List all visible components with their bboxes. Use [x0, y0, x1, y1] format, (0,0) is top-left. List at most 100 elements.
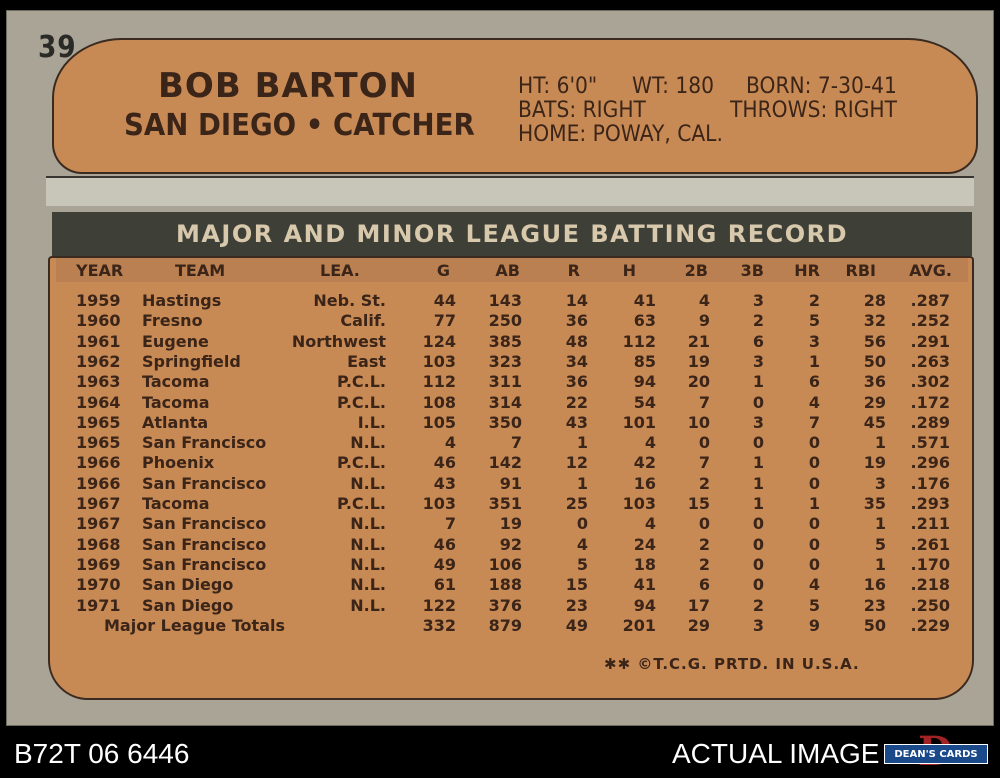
table-cell: 4: [444, 433, 456, 453]
table-cell: 1: [752, 473, 764, 493]
table-cell: 1: [808, 351, 820, 371]
table-row-team: Atlanta: [142, 412, 209, 432]
table-cell: 5: [808, 311, 820, 331]
table-cell: 0: [808, 473, 820, 493]
table-cell: 142: [488, 453, 522, 473]
table-cell: 63: [633, 311, 656, 331]
table-cell: 311: [488, 372, 522, 392]
table-cell: 143: [488, 291, 522, 310]
table-cell: 1: [752, 453, 764, 473]
table-cell: 41: [633, 575, 656, 595]
table-cell: 3: [808, 331, 820, 351]
table-cell: 14: [565, 291, 588, 310]
table-cell: 112: [422, 372, 456, 392]
table-cell: 105: [422, 412, 456, 432]
table-cell: 101: [622, 412, 656, 432]
table-cell: 45: [863, 412, 886, 432]
table-row-year: 1959: [76, 291, 121, 310]
table-row-team: Springfield: [142, 351, 241, 371]
totals-cell: 29: [687, 615, 710, 635]
table-cell: 20: [687, 372, 710, 392]
table-cell: P.C.L.: [337, 453, 386, 473]
table-cell: 112: [622, 331, 656, 351]
table-cell: 0: [752, 554, 764, 574]
table-cell: 2: [698, 473, 710, 493]
table-cell: 61: [433, 575, 456, 595]
table-cell: 19: [863, 453, 886, 473]
table-cell: 41: [633, 291, 656, 310]
table-row-team: San Francisco: [142, 534, 267, 554]
table-cell: 1: [576, 473, 588, 493]
copyright-note: ✱✱ ©T.C.G. PRTD. IN U.S.A.: [604, 655, 860, 673]
table-cell: .302: [910, 372, 950, 392]
table-cell: 103: [422, 351, 456, 371]
table-row-team: Phoenix: [142, 453, 215, 473]
record-title: MAJOR AND MINOR LEAGUE BATTING RECORD: [175, 220, 849, 248]
table-cell: 35: [863, 494, 886, 513]
table-cell: .291: [910, 331, 950, 351]
table-cell: 15: [565, 575, 588, 595]
table-cell: .289: [910, 412, 950, 432]
table-cell: 43: [433, 473, 456, 493]
table-cell: 0: [808, 514, 820, 534]
table-cell: 22: [565, 392, 588, 412]
table-row-year: 1969: [76, 554, 121, 574]
column-header-rbi: RBI: [845, 261, 876, 280]
team-name: SAN DIEGO: [124, 108, 297, 143]
table-cell: P.C.L.: [337, 392, 386, 412]
table-cell: 0: [698, 514, 710, 534]
table-cell: 2: [808, 291, 820, 310]
table-cell: 1: [874, 514, 886, 534]
table-cell: N.L.: [350, 575, 386, 595]
table-cell: 19: [687, 351, 710, 371]
table-row-year: 1962: [76, 351, 121, 371]
table-cell: 16: [863, 575, 886, 595]
table-cell: 250: [488, 311, 522, 331]
table-cell: N.L.: [350, 595, 386, 615]
table-cell: 28: [863, 291, 886, 310]
table-row-team: Fresno: [142, 311, 203, 331]
column-header-g: G: [436, 261, 450, 280]
table-row-year: 1964: [76, 392, 121, 412]
table-cell: 5: [874, 534, 886, 554]
table-cell: 0: [808, 433, 820, 453]
table-cell: 7: [510, 433, 522, 453]
table-row-team: Tacoma: [142, 494, 210, 513]
table-cell: 0: [576, 514, 588, 534]
table-cell: 29: [863, 392, 886, 412]
table-row-team: San Francisco: [142, 514, 267, 534]
table-cell: 91: [499, 473, 522, 493]
table-cell: 2: [752, 311, 764, 331]
bio-born: BORN: 7-30-41: [746, 74, 897, 99]
table-cell: Northwest: [291, 331, 386, 351]
table-row-team: San Diego: [142, 595, 234, 615]
bio-home: HOME: POWAY, CAL.: [518, 122, 723, 147]
table-cell: 314: [488, 392, 522, 412]
column-header-h: H: [622, 261, 636, 280]
table-cell: 34: [565, 351, 588, 371]
totals-cell: 332: [422, 615, 456, 635]
column-header-r: R: [567, 261, 580, 280]
table-cell: 2: [698, 554, 710, 574]
table-cell: East: [347, 351, 386, 371]
table-cell: 1: [874, 554, 886, 574]
table-cell: 5: [576, 554, 588, 574]
table-row-team: San Francisco: [142, 433, 267, 453]
totals-cell: 201: [622, 615, 656, 635]
actual-image-label: ACTUAL IMAGE: [672, 738, 880, 769]
table-cell: 0: [698, 433, 710, 453]
table-cell: 46: [433, 534, 456, 554]
table-cell: .176: [910, 473, 950, 493]
table-cell: 108: [422, 392, 456, 412]
table-cell: .261: [910, 534, 950, 554]
table-row-team: San Diego: [142, 575, 234, 595]
deans-cards-logo: D DEAN'S CARDS: [884, 732, 988, 774]
table-cell: 46: [433, 453, 456, 473]
table-cell: 1: [576, 433, 588, 453]
table-cell: .296: [910, 453, 950, 473]
table-cell: 323: [488, 351, 522, 371]
table-cell: 1: [752, 372, 764, 392]
table-cell: 23: [565, 595, 588, 615]
table-cell: .170: [910, 554, 950, 574]
column-header-lea: LEA.: [320, 261, 360, 280]
